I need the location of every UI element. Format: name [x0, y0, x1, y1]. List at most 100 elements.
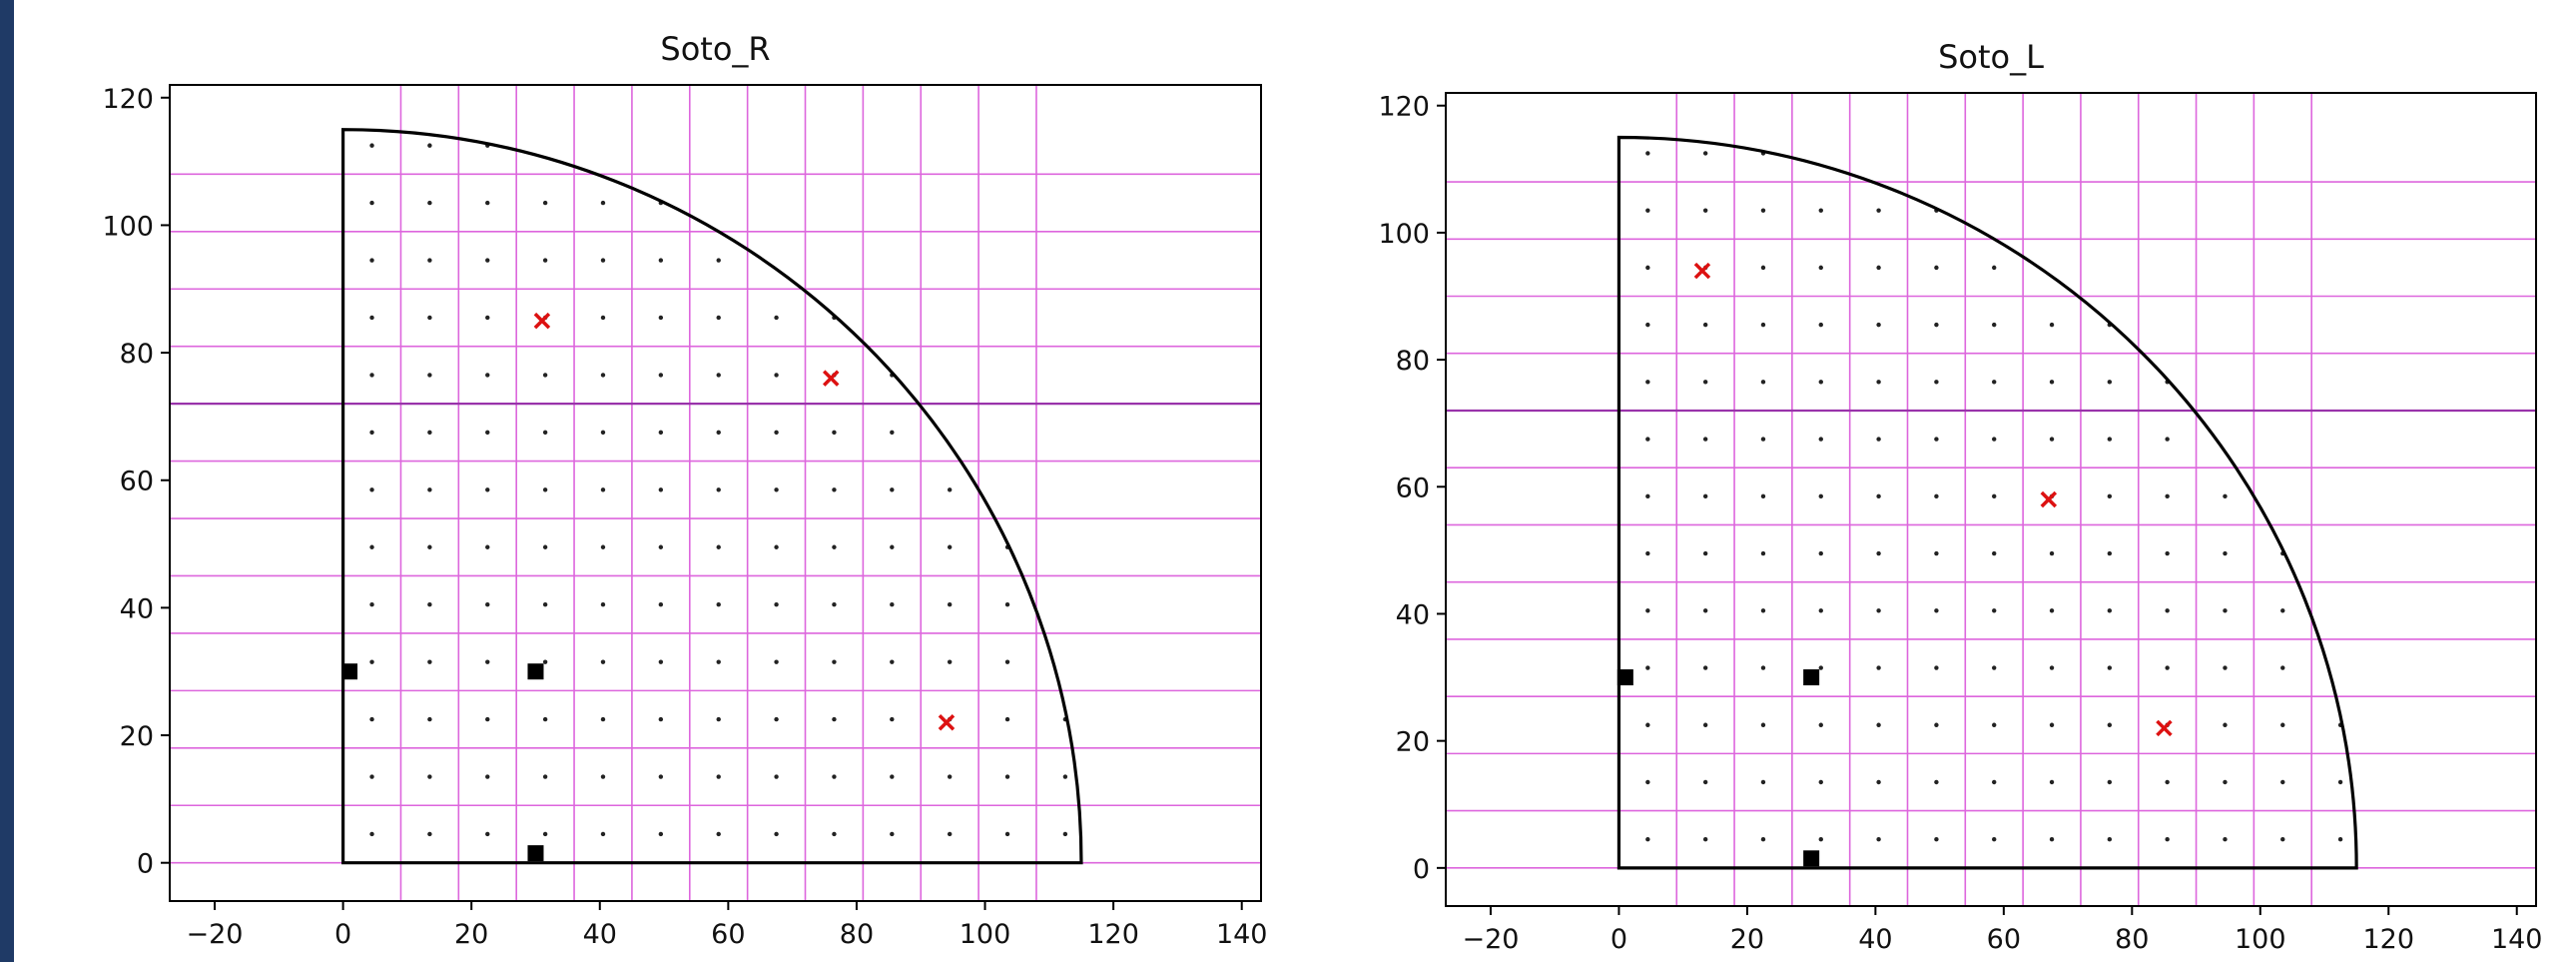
grid-point	[890, 716, 895, 722]
x-tick-label: 0	[1610, 924, 1627, 955]
grid-point	[774, 831, 779, 837]
grid-point	[1702, 208, 1708, 213]
grid-point	[1818, 493, 1823, 499]
grid-point	[2165, 493, 2170, 499]
cross-marker-stroke	[1693, 262, 1711, 280]
x-tick-label: 100	[2235, 924, 2286, 955]
square-marker	[527, 663, 544, 680]
grid-point	[1760, 208, 1766, 213]
grid-point	[1876, 208, 1881, 213]
cross-marker-stroke	[822, 370, 840, 387]
grid-point	[427, 487, 432, 492]
x-tick-label: 120	[1087, 919, 1139, 950]
grid-point	[1934, 665, 1939, 670]
grid-point	[2280, 665, 2285, 670]
grid-point	[1702, 722, 1708, 727]
grid-point	[369, 315, 374, 321]
grid-point	[427, 659, 432, 664]
grid-point	[1760, 837, 1766, 842]
grid-point	[658, 315, 664, 321]
grid-point	[427, 601, 432, 607]
grid-point	[658, 601, 664, 607]
grid-point	[716, 430, 721, 436]
grid-point	[542, 716, 548, 722]
grid-point	[2337, 779, 2343, 785]
x-tick-label: 140	[2491, 924, 2543, 955]
grid-point	[427, 258, 432, 263]
grid-point	[1818, 722, 1823, 727]
grid-point	[2049, 779, 2055, 785]
grid-point	[774, 544, 779, 549]
grid-point	[2049, 550, 2055, 556]
grid-point	[2223, 779, 2228, 785]
grid-point	[600, 315, 606, 321]
grid-point	[658, 430, 664, 436]
grid-point	[427, 143, 432, 148]
axes-frame	[1445, 92, 2537, 907]
grid-point	[485, 601, 490, 607]
grid-point	[2165, 437, 2170, 442]
grid-point	[1876, 608, 1881, 613]
x-tick-label: 20	[454, 919, 488, 950]
grid-point	[1876, 722, 1881, 727]
grid-point	[832, 601, 837, 607]
grid-point	[2107, 380, 2113, 385]
quarter-circle-boundary	[1616, 135, 2358, 870]
grid-point	[832, 716, 837, 722]
page-left-edge	[0, 0, 14, 962]
grid-point	[2107, 550, 2113, 556]
grid-point	[774, 430, 779, 436]
grid-point	[1934, 493, 1939, 499]
x-tick-label: −20	[1462, 924, 1519, 955]
grid-point	[485, 831, 490, 837]
grid-point	[2049, 322, 2055, 328]
grid-point	[947, 601, 953, 607]
x-tick-label: 0	[334, 919, 351, 950]
grid-point	[2223, 493, 2228, 499]
grid-point	[1645, 722, 1650, 727]
y-tick-label: 40	[1396, 599, 1430, 630]
grid-point	[1818, 608, 1823, 613]
grid-point	[369, 544, 374, 549]
grid-point	[1702, 322, 1708, 328]
grid-point	[2107, 437, 2113, 442]
grid-point	[1818, 550, 1823, 556]
grid-point	[658, 487, 664, 492]
grid-point	[1818, 322, 1823, 328]
grid-point	[485, 200, 490, 206]
grid-point	[1876, 493, 1881, 499]
grid-point	[485, 659, 490, 664]
cross-marker	[938, 714, 956, 731]
grid-point	[485, 774, 490, 779]
grid-point	[1062, 774, 1068, 779]
grid-point	[2049, 722, 2055, 727]
grid-point	[427, 200, 432, 206]
cross-marker-stroke	[2156, 719, 2173, 737]
grid-point	[1934, 322, 1939, 328]
grid-point	[485, 315, 490, 321]
grid-point	[427, 774, 432, 779]
grid-point	[542, 200, 548, 206]
grid-point	[774, 774, 779, 779]
grid-point	[1818, 265, 1823, 271]
square-marker	[1803, 850, 1820, 867]
grid-point	[2165, 779, 2170, 785]
grid-point	[947, 831, 953, 837]
grid-point	[2223, 550, 2228, 556]
square-marker	[527, 845, 544, 862]
grid-point	[716, 831, 721, 837]
grid-point	[1645, 779, 1650, 785]
y-tick-label: 20	[1396, 727, 1430, 758]
grid-point	[1702, 550, 1708, 556]
grid-point	[890, 659, 895, 664]
x-tick-label: 40	[1858, 924, 1892, 955]
grid-point	[832, 659, 837, 664]
grid-point	[1992, 380, 1997, 385]
grid-point	[427, 831, 432, 837]
grid-point	[2049, 608, 2055, 613]
grid-point	[947, 544, 953, 549]
grid-point	[1702, 151, 1708, 156]
x-tick-label: 80	[840, 919, 874, 950]
grid-point	[890, 831, 895, 837]
grid-point	[427, 373, 432, 378]
